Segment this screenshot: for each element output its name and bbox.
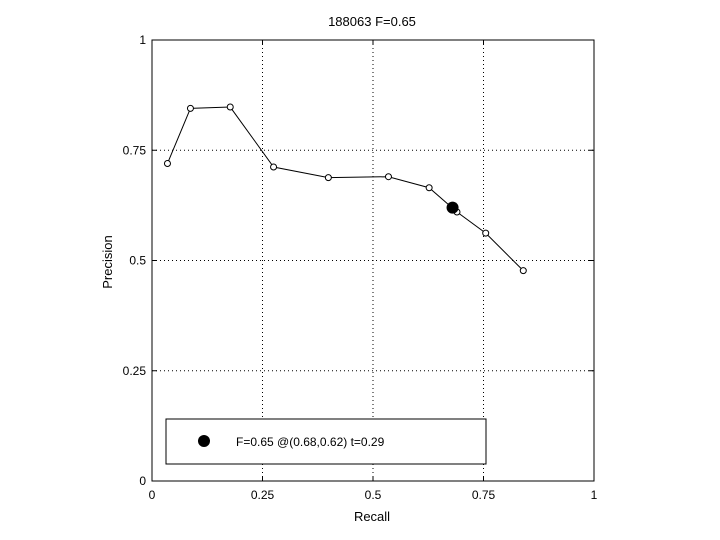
data-point	[425, 184, 433, 192]
chart-title: 188063 F=0.65	[328, 14, 416, 29]
series-line	[167, 106, 524, 271]
y-tick-label: 0.5	[129, 254, 146, 268]
data-point	[270, 163, 278, 171]
y-tick-label: 0.75	[123, 143, 147, 157]
y-axis-title: Precision	[100, 235, 115, 288]
highlight-point	[446, 201, 459, 214]
x-tick-label: 1	[591, 488, 598, 502]
legend-marker	[198, 435, 210, 447]
legend: F=0.65 @(0.68,0.62) t=0.29	[165, 418, 487, 465]
data-point	[324, 174, 332, 182]
plot-frame	[151, 39, 595, 482]
y-tick-label: 0.25	[123, 364, 147, 378]
legend-label: F=0.65 @(0.68,0.62) t=0.29	[236, 435, 385, 449]
data-series	[163, 103, 527, 275]
y-tick-label: 1	[139, 33, 146, 47]
data-point	[519, 267, 527, 275]
x-tick-label: 0	[149, 488, 156, 502]
x-tick-label: 0.25	[251, 488, 275, 502]
data-point	[482, 229, 490, 237]
y-tick-label: 0	[139, 474, 146, 488]
data-point	[163, 159, 171, 167]
data-point	[384, 173, 392, 181]
data-point	[226, 103, 234, 111]
x-tick-label: 0.5	[365, 488, 382, 502]
x-axis-title: Recall	[354, 509, 390, 524]
axis-tick-labels: 0 0.25 0.5 0.75 1 0 0.25 0.5 0.75 1	[123, 33, 598, 502]
legend-box	[165, 418, 487, 465]
grid-lines	[152, 40, 594, 481]
data-point	[186, 104, 194, 112]
x-tick-label: 0.75	[472, 488, 496, 502]
